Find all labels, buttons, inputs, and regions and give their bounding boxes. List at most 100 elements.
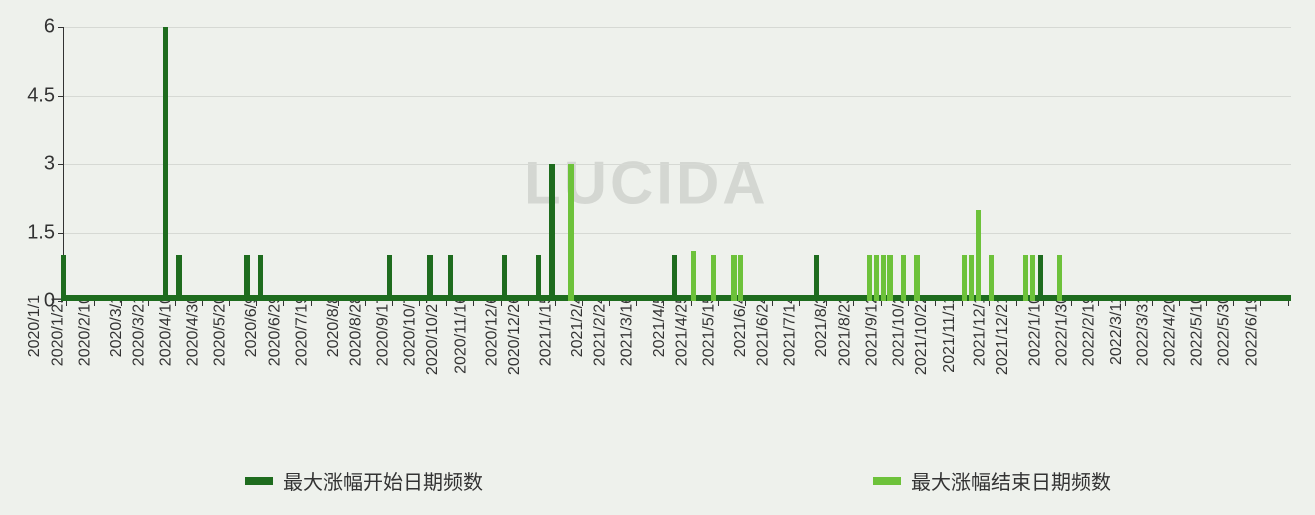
x-tick-label: 2020/10/27	[424, 295, 442, 375]
x-tick-label: 2021/6/4	[732, 295, 750, 357]
x-tick-label: 2020/12/6	[483, 295, 501, 366]
x-tick-label: 2020/6/29	[266, 295, 284, 366]
plot-area: LUCIDA 01.534.56 2020/1/12020/1/212020/2…	[63, 27, 1291, 301]
y-tick-label: 6	[44, 16, 63, 39]
x-tick-mark	[473, 301, 474, 306]
y-tick-label: 3	[44, 153, 63, 176]
x-tick-label: 2020/12/26	[506, 295, 524, 375]
bar	[1057, 255, 1062, 301]
bar	[711, 255, 716, 301]
x-tick-label: 2022/2/19	[1080, 295, 1098, 366]
bar	[1023, 255, 1028, 301]
x-tick-label: 2020/3/1	[108, 295, 126, 357]
x-tick-label: 2022/4/20	[1162, 295, 1180, 366]
x-tick-label: 2021/4/5	[650, 295, 668, 357]
x-tick-label: 2021/12/21	[994, 295, 1012, 375]
x-tick-label: 2020/5/20	[212, 295, 230, 366]
x-tick-label: 2020/1/21	[49, 295, 67, 366]
x-tick-label: 2020/8/8	[325, 295, 343, 357]
x-tick-label: 2020/4/30	[185, 295, 203, 366]
bar	[163, 27, 168, 301]
legend-label: 最大涨幅结束日期频数	[911, 466, 1111, 495]
bar	[874, 255, 879, 301]
x-tick-label: 2022/5/10	[1189, 295, 1207, 366]
x-tick-mark	[935, 301, 936, 306]
x-tick-label: 2022/6/19	[1243, 295, 1261, 366]
bar	[568, 164, 573, 301]
x-tick-mark	[1233, 301, 1234, 306]
x-tick-label: 2020/3/21	[130, 295, 148, 366]
bar	[61, 255, 66, 301]
x-tick-label: 2020/2/10	[76, 295, 94, 366]
x-tick-label: 2020/10/7	[402, 295, 420, 366]
legend-swatch	[245, 477, 273, 485]
bar	[536, 255, 541, 301]
x-tick-mark	[1016, 301, 1017, 306]
bar	[969, 255, 974, 301]
bar	[549, 164, 554, 301]
x-tick-label: 2021/12/1	[972, 295, 990, 366]
bar	[881, 255, 886, 301]
x-tick-label: 2022/1/10	[1026, 295, 1044, 366]
x-tick-mark	[528, 301, 529, 306]
bar	[738, 255, 743, 301]
x-tick-label: 2021/7/14	[782, 295, 800, 366]
y-tick-label: 4.5	[27, 84, 63, 107]
x-tick-label: 2021/2/4	[569, 295, 587, 357]
x-tick-label: 2022/3/11	[1108, 295, 1126, 365]
bar	[814, 255, 819, 301]
chart-container: LUCIDA 01.534.56 2020/1/12020/1/212020/2…	[0, 0, 1315, 515]
x-tick-label: 2021/11/11	[941, 295, 959, 373]
bar	[976, 210, 981, 301]
bar	[427, 255, 432, 301]
bar	[502, 255, 507, 301]
x-tick-label: 2021/2/24	[592, 295, 610, 366]
bars-layer	[63, 27, 1291, 301]
bar	[901, 255, 906, 301]
bar	[962, 255, 967, 301]
x-tick-label: 2020/11/16	[452, 295, 470, 374]
bar	[244, 255, 249, 301]
x-tick-mark	[1288, 301, 1289, 306]
x-tick-label: 2022/5/30	[1216, 295, 1234, 366]
x-tick-label: 2022/3/31	[1134, 295, 1152, 366]
x-tick-label: 2021/9/12	[863, 295, 881, 366]
legend-label: 最大涨幅开始日期频数	[283, 466, 483, 495]
x-tick-label: 2020/6/9	[243, 295, 261, 357]
x-tick-mark	[962, 301, 963, 306]
x-tick-label: 2021/4/25	[673, 295, 691, 366]
x-tick-label: 2020/8/28	[347, 295, 365, 366]
bar	[1030, 255, 1035, 301]
x-tick-label: 2020/7/19	[293, 295, 311, 366]
bar	[989, 255, 994, 301]
legend-item: 最大涨幅开始日期频数	[245, 466, 483, 495]
y-tick-label: 1.5	[27, 221, 63, 244]
bar	[448, 255, 453, 301]
bar	[176, 255, 181, 301]
bar	[867, 255, 872, 301]
bar	[1038, 255, 1043, 301]
bar	[387, 255, 392, 301]
x-tick-label: 2021/8/3	[813, 295, 831, 357]
x-tick-label: 2021/8/23	[836, 295, 854, 366]
bar	[691, 251, 696, 301]
legend: 最大涨幅开始日期频数 最大涨幅结束日期频数	[245, 466, 1191, 495]
x-tick-label: 2021/3/16	[619, 295, 637, 366]
legend-swatch	[873, 477, 901, 485]
x-tick-label: 2021/10/2	[890, 295, 908, 366]
bar	[731, 255, 736, 301]
x-tick-label: 2022/1/30	[1053, 295, 1071, 366]
legend-item: 最大涨幅结束日期频数	[873, 466, 1111, 495]
x-tick-label: 2021/10/22	[913, 295, 931, 375]
x-tick-label: 2020/9/17	[375, 295, 393, 366]
bar	[887, 255, 892, 301]
x-tick-label: 2020/4/10	[157, 295, 175, 366]
x-tick-label: 2021/5/15	[700, 295, 718, 366]
bar	[672, 255, 677, 301]
x-tick-label: 2021/1/15	[537, 295, 555, 366]
bar	[914, 255, 919, 301]
x-tick-label: 2021/6/24	[755, 295, 773, 366]
x-tick-label: 2020/1/1	[26, 295, 44, 357]
x-tick-mark	[636, 301, 637, 306]
bar	[258, 255, 263, 301]
